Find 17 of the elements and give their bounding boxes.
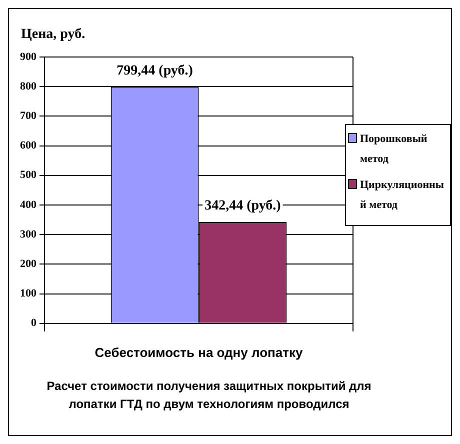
y-tick-label: 100 [20,288,37,300]
y-tick-label: 600 [20,140,37,152]
x-tick-label: Себестоимость на одну лопатку [94,344,304,360]
y-tick-label: 200 [20,258,37,270]
y-tick-label: 300 [20,228,37,240]
legend-label: Циркуляционный метод [360,178,445,213]
y-axis-title: Цена, руб. [21,27,86,43]
y-tick-label: 800 [20,80,37,92]
data-label: 799,44 (руб.) [116,63,194,78]
y-tick-label: 0 [31,317,37,330]
y-tick-label: 900 [20,50,37,63]
y-tick-label: 700 [20,110,37,122]
data-label: 342,44 (руб.) [204,198,282,214]
text: Расчет стоимости получения защитных покрытий для лопатки ГТД по двум технологиям проводился [46,378,372,413]
y-tick-label: 400 [20,198,37,211]
y-tick-label: 500 [20,169,37,182]
legend-label: Порошковый метод [360,132,428,167]
